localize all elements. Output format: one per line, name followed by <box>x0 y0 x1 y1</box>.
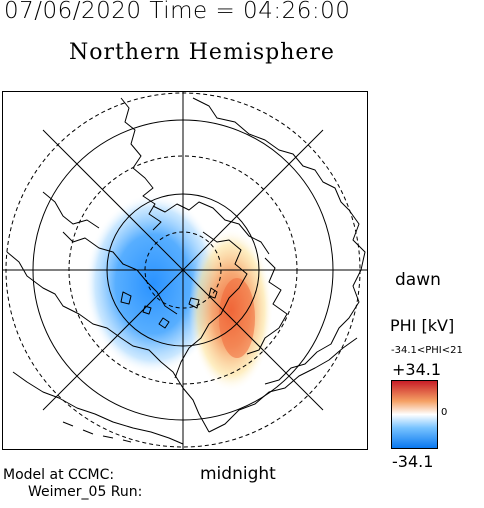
midnight-label: midnight <box>200 464 276 484</box>
colorbar-title: PHI [kV] <box>390 316 455 335</box>
coastline-aleutians <box>62 421 132 443</box>
model-info-line1: Model at CCMC: <box>3 467 115 483</box>
coastline-greenland-east <box>192 97 350 211</box>
coastline-eurasia <box>264 209 366 385</box>
colorbar-min-label: -34.1 <box>392 452 434 471</box>
polar-map <box>3 92 367 449</box>
date-time-title: 07/06/2020 Time = 04:26:00 <box>4 0 351 24</box>
coastline-canadian-arctic <box>62 231 178 315</box>
coastline-greenland <box>120 97 162 231</box>
coastline-north-america <box>6 251 210 433</box>
coastline-scandinavia <box>246 257 288 355</box>
colorbar-max-label: +34.1 <box>392 360 442 379</box>
meridian-lines <box>3 92 367 449</box>
coastline-siberia <box>174 231 248 379</box>
positive-potential-core <box>219 278 255 358</box>
dawn-label: dawn <box>395 270 441 290</box>
coastline-hudson <box>42 191 100 229</box>
coastline-alaska <box>12 371 184 445</box>
coastline-islands <box>120 287 218 329</box>
model-info-line2: Weimer_05 Run: <box>28 484 143 500</box>
negative-potential-cell <box>85 194 221 374</box>
colorbar-range-text: -34.1<PHI<21 <box>391 345 463 356</box>
colorbar-zero-label: 0 <box>441 407 448 418</box>
coastline-arctic-islands <box>152 201 270 255</box>
meridian-line <box>42 129 324 411</box>
hemisphere-title: Northern Hemisphere <box>69 40 335 65</box>
coastlines <box>6 97 366 445</box>
colorbar <box>391 380 438 449</box>
coastline-far-east <box>208 337 358 433</box>
polar-map-frame <box>2 91 368 450</box>
